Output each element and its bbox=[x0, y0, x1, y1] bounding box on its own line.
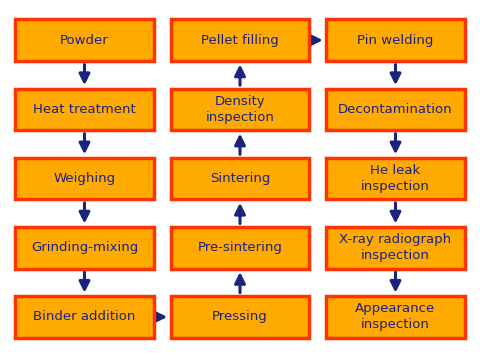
Text: Sintering: Sintering bbox=[210, 172, 270, 185]
FancyBboxPatch shape bbox=[171, 158, 309, 199]
FancyBboxPatch shape bbox=[15, 158, 154, 199]
FancyBboxPatch shape bbox=[15, 227, 154, 269]
Text: Density
inspection: Density inspection bbox=[205, 95, 275, 124]
Text: Pellet filling: Pellet filling bbox=[201, 34, 279, 47]
FancyBboxPatch shape bbox=[15, 19, 154, 61]
Text: Pin welding: Pin welding bbox=[357, 34, 434, 47]
FancyBboxPatch shape bbox=[15, 89, 154, 130]
Text: Weighing: Weighing bbox=[53, 172, 116, 185]
FancyBboxPatch shape bbox=[326, 89, 465, 130]
Text: Grinding-mixing: Grinding-mixing bbox=[31, 241, 138, 254]
Text: Binder addition: Binder addition bbox=[33, 310, 136, 323]
Text: Appearance
inspection: Appearance inspection bbox=[355, 303, 436, 331]
Text: Powder: Powder bbox=[60, 34, 109, 47]
Text: He leak
inspection: He leak inspection bbox=[361, 164, 430, 193]
FancyBboxPatch shape bbox=[326, 158, 465, 199]
FancyBboxPatch shape bbox=[326, 227, 465, 269]
Text: Pressing: Pressing bbox=[212, 310, 268, 323]
FancyBboxPatch shape bbox=[171, 227, 309, 269]
Text: Pre-sintering: Pre-sintering bbox=[198, 241, 282, 254]
Text: X-ray radiograph
inspection: X-ray radiograph inspection bbox=[339, 233, 452, 262]
Text: Decontamination: Decontamination bbox=[338, 103, 453, 116]
FancyBboxPatch shape bbox=[171, 89, 309, 130]
Text: Heat treatment: Heat treatment bbox=[33, 103, 136, 116]
FancyBboxPatch shape bbox=[171, 19, 309, 61]
FancyBboxPatch shape bbox=[326, 19, 465, 61]
FancyBboxPatch shape bbox=[171, 296, 309, 338]
FancyBboxPatch shape bbox=[326, 296, 465, 338]
FancyBboxPatch shape bbox=[15, 296, 154, 338]
